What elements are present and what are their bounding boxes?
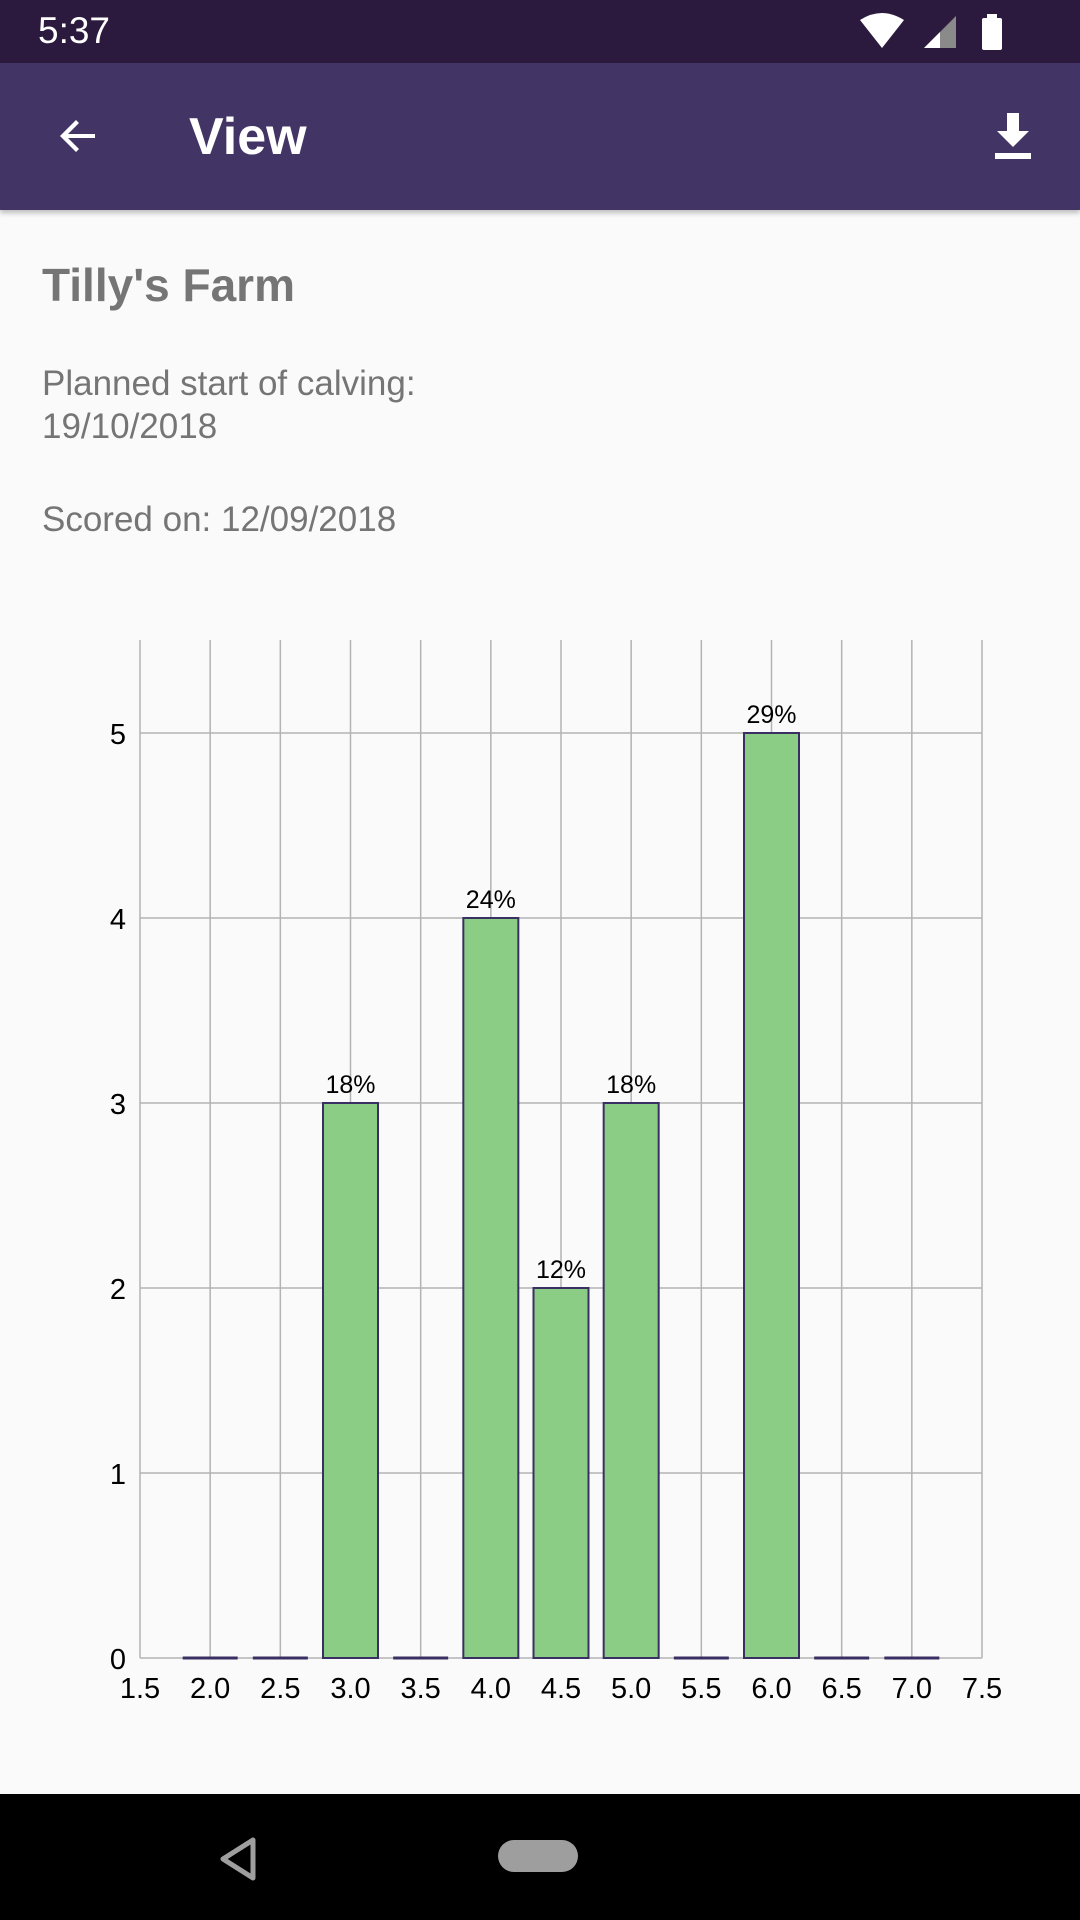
farm-name: Tilly's Farm: [42, 259, 295, 311]
y-tick-label: 5: [110, 719, 126, 751]
planned-start-date: 19/10/2018: [42, 407, 218, 446]
navigation-bar: [0, 1794, 1080, 1920]
page-title: View: [189, 108, 307, 166]
data-label: 12%: [536, 1256, 586, 1284]
x-tick-label: 4.0: [471, 1673, 511, 1705]
data-label: 18%: [325, 1071, 375, 1099]
app-bar: View: [0, 63, 1080, 210]
data-label: 29%: [746, 701, 796, 729]
x-tick-label: 4.5: [541, 1673, 581, 1705]
y-tick-label: 0: [110, 1644, 126, 1676]
bar: [602, 1102, 660, 1659]
x-tick-label: 3.0: [330, 1673, 370, 1705]
y-tick-label: 1: [110, 1459, 126, 1491]
y-tick-label: 2: [110, 1274, 126, 1306]
status-icons: [860, 13, 1002, 50]
scored-on: Scored on: 12/09/2018: [42, 500, 397, 539]
nav-home-icon[interactable]: [498, 1840, 578, 1872]
x-tick-label: 2.0: [190, 1673, 230, 1705]
data-label: 24%: [466, 886, 516, 914]
condition-score-chart: 18% 24% 12% 18% 29% 1.5 2.0 2.5 3.0 3.5 4.0 4.5 5.0 5…: [110, 640, 1002, 1705]
nav-back-icon[interactable]: [215, 1834, 265, 1884]
back-button[interactable]: [34, 91, 124, 181]
x-tick-label: 5.5: [681, 1673, 721, 1705]
wifi-icon: [860, 13, 904, 48]
planned-start-label: Planned start of calving:: [42, 364, 416, 403]
status-bar: 5:37: [0, 0, 1080, 63]
bar: [462, 917, 520, 1659]
battery-icon: [982, 18, 1002, 50]
bar: [532, 1287, 590, 1659]
x-tick-label: 6.0: [751, 1673, 791, 1705]
download-icon: [995, 113, 1031, 159]
bar: [322, 1102, 379, 1659]
download-button[interactable]: [968, 91, 1058, 181]
x-tick-label: 7.5: [962, 1673, 1002, 1705]
x-tick-label: 6.5: [822, 1673, 862, 1705]
status-time: 5:37: [38, 10, 111, 51]
x-tick-label: 1.5: [120, 1673, 160, 1705]
x-tick-label: 7.0: [892, 1673, 932, 1705]
arrow-left-icon: [60, 120, 95, 152]
y-tick-label: 3: [110, 1089, 126, 1121]
x-tick-label: 5.0: [611, 1673, 651, 1705]
data-label: 18%: [606, 1071, 656, 1099]
x-tick-label: 2.5: [260, 1673, 300, 1705]
x-tick-label: 3.5: [401, 1673, 441, 1705]
y-tick-label: 4: [110, 904, 126, 936]
bar: [743, 732, 800, 1659]
